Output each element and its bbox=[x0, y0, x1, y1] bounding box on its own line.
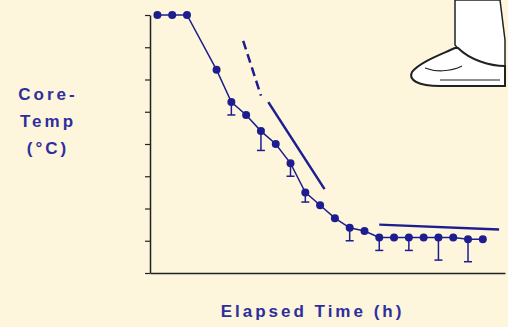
y-tick bbox=[145, 80, 150, 81]
data-point bbox=[316, 201, 324, 209]
y-axis-title-line: Core- bbox=[18, 85, 77, 104]
y-tick bbox=[145, 273, 150, 274]
x-axis bbox=[151, 273, 506, 274]
y-tick bbox=[145, 47, 150, 48]
trend-line bbox=[243, 41, 261, 96]
shoe bbox=[411, 48, 505, 86]
y-tick-mark bbox=[145, 79, 150, 80]
data-point bbox=[153, 11, 161, 19]
y-tick-mark bbox=[145, 112, 150, 113]
error-bar-cap bbox=[464, 261, 472, 263]
data-point bbox=[390, 234, 398, 242]
y-axis bbox=[145, 16, 151, 274]
plot-area bbox=[153, 11, 499, 262]
data-point bbox=[301, 188, 309, 196]
data-point bbox=[360, 227, 368, 235]
data-point bbox=[449, 234, 457, 242]
y-tick bbox=[145, 15, 150, 16]
data-point bbox=[287, 159, 295, 167]
background bbox=[0, 0, 508, 327]
y-tick bbox=[145, 241, 150, 242]
y-tick-mark bbox=[145, 208, 150, 209]
data-point bbox=[213, 66, 221, 74]
series-line bbox=[157, 15, 482, 239]
data-point bbox=[405, 234, 413, 242]
y-tick bbox=[145, 144, 150, 145]
data-point bbox=[464, 235, 472, 243]
data-point bbox=[331, 214, 339, 222]
data-point bbox=[242, 111, 250, 119]
y-tick-mark bbox=[145, 47, 150, 48]
shoe-illustration bbox=[411, 0, 505, 86]
y-tick-mark bbox=[145, 273, 150, 274]
data-point bbox=[272, 140, 280, 148]
data-point bbox=[183, 11, 191, 19]
data-point bbox=[375, 234, 383, 242]
data-point bbox=[227, 98, 235, 106]
error-bar-cap bbox=[434, 259, 442, 261]
error-bar-cap bbox=[227, 114, 235, 116]
x-axis-line bbox=[151, 273, 506, 275]
data-point bbox=[168, 11, 176, 19]
y-axis-title-line: (°C) bbox=[27, 139, 69, 158]
error-bar-cap bbox=[346, 240, 354, 242]
y-tick-mark bbox=[145, 176, 150, 177]
y-tick-mark bbox=[145, 15, 150, 16]
y-axis-title-line: Temp bbox=[20, 112, 76, 131]
y-tick-mark bbox=[145, 241, 150, 242]
error-bar-cap bbox=[257, 150, 265, 152]
shoe-detail bbox=[425, 66, 500, 80]
data-point bbox=[346, 224, 354, 232]
y-tick bbox=[145, 209, 150, 210]
data-point bbox=[479, 235, 487, 243]
y-tick bbox=[145, 112, 150, 113]
error-bar-cap bbox=[375, 250, 383, 252]
data-point bbox=[420, 234, 428, 242]
trend-line bbox=[379, 225, 499, 230]
x-axis-title: Elapsed Time (h) bbox=[221, 302, 405, 321]
y-axis-title: Core- Temp (°C) bbox=[18, 85, 77, 158]
error-bar-cap bbox=[405, 250, 413, 252]
data-point bbox=[257, 127, 265, 135]
data-point bbox=[434, 234, 442, 242]
y-tick bbox=[145, 176, 150, 177]
error-bar-cap bbox=[287, 176, 295, 178]
chart: Core- Temp (°C) Elapsed Time (h) bbox=[0, 0, 508, 327]
error-bar-cap bbox=[301, 201, 309, 203]
y-tick-mark bbox=[145, 144, 150, 145]
